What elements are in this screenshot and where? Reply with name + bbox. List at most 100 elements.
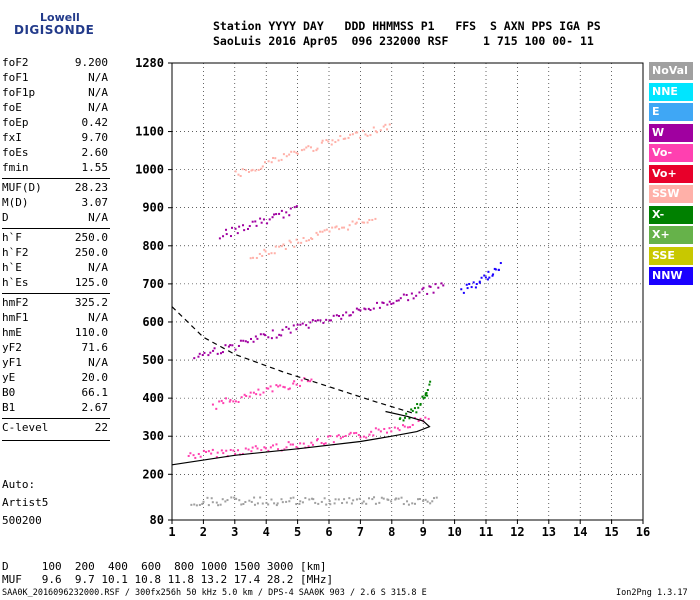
echo-point xyxy=(232,449,235,452)
echo-point xyxy=(251,168,254,171)
y-tick-label: 700 xyxy=(142,277,164,291)
echo-point xyxy=(235,497,238,500)
echo-point xyxy=(315,149,318,152)
param-row: hmE 110.0 xyxy=(2,326,108,340)
x-tick-label: 6 xyxy=(325,525,332,539)
echo-point xyxy=(312,149,315,152)
echo-point xyxy=(224,500,227,503)
echo-point xyxy=(320,500,323,503)
echo-point xyxy=(356,131,359,134)
echo-point xyxy=(322,321,325,324)
param-value: 9.70 xyxy=(81,131,109,144)
echo-point xyxy=(359,136,362,139)
echo-point xyxy=(345,501,348,504)
echo-point xyxy=(388,427,391,430)
echo-point xyxy=(301,322,304,325)
echo-point xyxy=(374,427,377,430)
echo-point xyxy=(387,498,390,501)
echo-point xyxy=(435,496,438,499)
echo-point xyxy=(272,156,275,159)
echo-point xyxy=(277,448,280,451)
echo-point xyxy=(244,447,247,450)
echo-point xyxy=(340,317,343,320)
echo-point xyxy=(403,416,406,419)
echo-point xyxy=(337,434,340,437)
echo-point xyxy=(341,502,344,505)
echo-point xyxy=(256,447,259,450)
echo-point xyxy=(290,150,293,153)
x-tick-label: 10 xyxy=(447,525,461,539)
echo-point xyxy=(311,497,314,500)
echo-point xyxy=(426,394,429,397)
echo-point xyxy=(364,308,367,311)
echo-point xyxy=(244,169,247,172)
echo-point xyxy=(349,133,352,136)
echo-point xyxy=(379,129,382,132)
param-value: 110.0 xyxy=(74,326,108,339)
echo-point xyxy=(207,450,210,453)
echo-point xyxy=(275,504,278,507)
echo-point xyxy=(423,396,426,399)
echo-point xyxy=(369,134,372,137)
echo-point xyxy=(257,168,260,171)
param-name: yF1 xyxy=(2,356,22,369)
echo-point xyxy=(295,446,298,449)
echo-point xyxy=(194,456,197,459)
echo-point xyxy=(304,497,307,500)
echo-point xyxy=(323,497,326,500)
echo-point xyxy=(488,276,491,279)
param-value: 2.67 xyxy=(81,401,109,414)
echo-point xyxy=(342,137,345,140)
echo-point xyxy=(478,280,481,283)
echo-point xyxy=(442,284,445,287)
echo-point xyxy=(328,500,331,503)
echo-point xyxy=(216,451,219,454)
param-name: yE xyxy=(2,371,16,384)
param-value: N/A xyxy=(88,71,108,84)
echo-point xyxy=(201,502,204,505)
param-value: 66.1 xyxy=(81,386,109,399)
echo-point xyxy=(388,123,391,126)
echo-point xyxy=(254,445,257,448)
echo-point xyxy=(474,286,477,289)
echo-point xyxy=(252,391,255,394)
param-row: h`Es 125.0 xyxy=(2,276,108,290)
param-row: hmF2 325.2 xyxy=(2,296,108,310)
echo-point xyxy=(466,287,469,290)
echo-point xyxy=(359,436,362,439)
echo-point xyxy=(321,139,324,142)
echo-point xyxy=(361,129,364,132)
echo-point xyxy=(237,449,240,452)
echo-point xyxy=(298,384,301,387)
x-tick-label: 16 xyxy=(636,525,650,539)
echo-point xyxy=(277,159,280,162)
echo-point xyxy=(293,150,296,153)
echo-point xyxy=(228,400,231,403)
echo-point xyxy=(374,130,377,133)
echo-point xyxy=(193,503,196,506)
param-value: N/A xyxy=(88,356,108,369)
param-row: yF1 N/A xyxy=(2,356,108,370)
echo-point xyxy=(242,502,245,505)
echo-point xyxy=(278,212,281,215)
echo-point xyxy=(399,417,402,420)
param-row: foEs 2.60 xyxy=(2,146,108,160)
param-value: 250.0 xyxy=(74,231,108,244)
param-row: h`F 250.0 xyxy=(2,231,108,245)
param-row: foE N/A xyxy=(2,101,108,115)
echo-point xyxy=(248,395,251,398)
echo-point xyxy=(323,442,326,445)
echo-point xyxy=(334,141,337,144)
echo-point xyxy=(289,443,292,446)
echo-point xyxy=(382,302,385,305)
echo-point xyxy=(395,299,398,302)
echo-point xyxy=(421,288,424,291)
param-row: D N/A xyxy=(2,211,108,225)
echo-point xyxy=(260,221,263,224)
echo-point xyxy=(492,273,495,276)
echo-point xyxy=(334,226,337,229)
echo-point xyxy=(253,503,256,506)
echo-point xyxy=(252,340,255,343)
echo-point xyxy=(403,425,406,428)
echo-point xyxy=(325,503,328,506)
